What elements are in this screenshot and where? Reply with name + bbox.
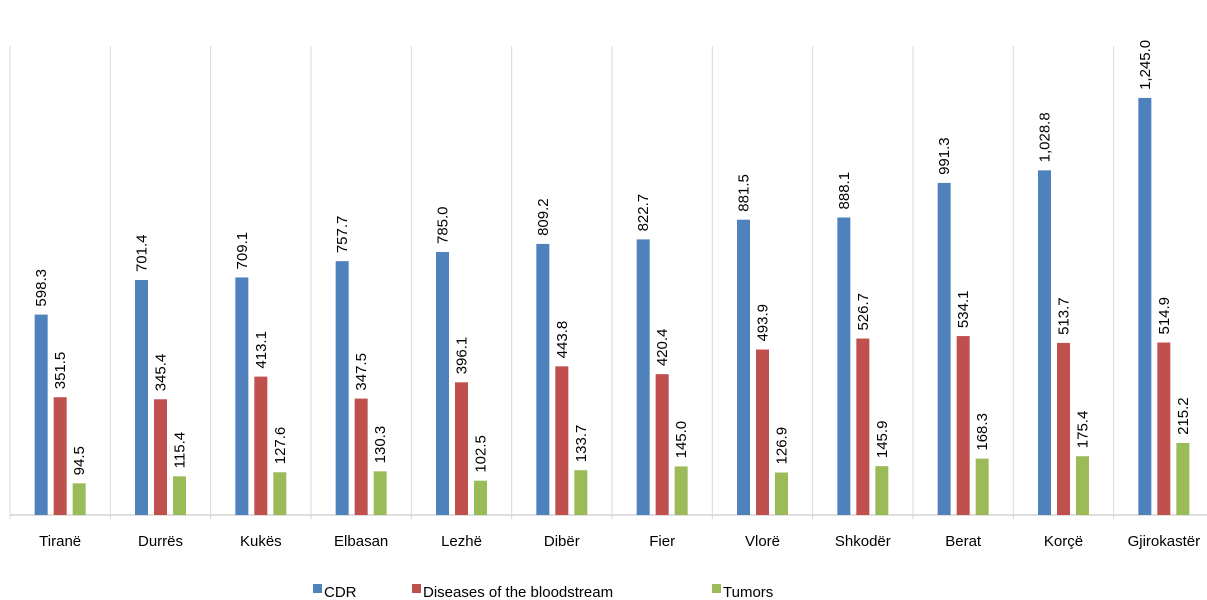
bar [775,472,788,515]
bar [154,399,167,515]
value-label: 345.4 [153,354,170,392]
value-label: 709.1 [234,232,251,270]
value-label: 133.7 [573,425,590,463]
value-label: 130.3 [372,426,389,464]
bar [856,338,870,515]
x-tick-label: Lezhë [441,533,482,550]
bar [173,476,186,515]
x-tick-label: Elbasan [334,533,388,550]
bar [737,219,750,515]
value-label: 102.5 [473,435,490,473]
value-label: 822.7 [635,194,652,232]
value-label: 145.0 [673,421,690,459]
value-label: 347.5 [353,353,370,391]
legend-swatch [412,584,421,593]
legend-label: Tumors [723,584,773,600]
bar [254,376,268,515]
value-label: 493.9 [755,304,772,342]
value-label: 881.5 [736,174,753,212]
bar [1176,442,1190,515]
bar [235,277,249,515]
bar [1076,456,1089,515]
x-tick-label: Korçë [1044,533,1083,550]
value-label: 809.2 [535,198,552,236]
bar [1157,342,1171,515]
bar [1057,342,1070,515]
bar [273,472,287,515]
bar [937,182,951,516]
x-tick-label: Shkodër [835,533,891,550]
x-tick-label: Durrës [138,533,183,550]
x-tick-label: Berat [945,533,982,550]
bar [455,382,468,515]
value-label: 534.1 [955,291,972,329]
x-tick-label: Kukës [240,533,282,550]
value-label: 701.4 [134,234,151,272]
value-label: 396.1 [454,337,471,375]
value-label: 127.6 [272,427,289,465]
value-label: 115.4 [172,432,189,468]
value-label: 785.0 [435,206,452,244]
value-label: 888.1 [836,172,853,210]
legend-swatch [313,584,322,593]
bar [354,398,368,515]
value-label: 420.4 [654,329,671,367]
x-tick-label: Dibër [544,533,580,550]
value-label: 514.9 [1156,297,1173,335]
bar [756,349,769,515]
bar [436,252,449,515]
value-label: 94.5 [71,446,88,475]
bar [555,366,569,515]
bar [636,239,650,515]
bar [53,397,67,515]
bar [655,374,669,515]
value-label: 413.1 [253,331,270,369]
bar [875,466,889,515]
bar [1138,97,1152,516]
bar [335,261,349,515]
bar [536,243,550,515]
bar [1038,170,1051,516]
value-label: 175.4 [1075,411,1092,449]
bar [72,483,86,515]
value-label: 1,245.0 [1137,40,1154,90]
value-label: 513.7 [1056,297,1073,335]
value-label: 215.2 [1175,397,1192,435]
bar [34,314,48,515]
bar [674,466,688,515]
x-tick-label: Gjirokastër [1128,533,1201,550]
x-tick-label: Fier [649,533,675,550]
value-label: 351.5 [52,352,69,390]
value-label: 598.3 [33,269,50,307]
legend-label: CDR [324,584,357,600]
x-tick-label: Vlorë [745,533,780,550]
value-label: 1,028.8 [1037,112,1054,162]
value-label: 126.9 [774,427,791,465]
bar [474,480,487,515]
x-tick-label: Tiranë [39,533,81,550]
value-label: 526.7 [855,293,872,331]
bar [373,471,387,515]
bar [837,217,851,515]
legend-swatch [712,584,721,593]
value-label: 757.7 [334,216,351,254]
bar [135,280,148,515]
bar [574,470,588,515]
value-label: 168.3 [974,413,991,451]
value-label: 991.3 [936,137,953,175]
bar [975,458,989,515]
bar [956,336,970,515]
value-label: 443.8 [554,321,571,359]
value-label: 145.9 [874,421,891,459]
legend-label: Diseases of the bloodstream [423,584,613,600]
